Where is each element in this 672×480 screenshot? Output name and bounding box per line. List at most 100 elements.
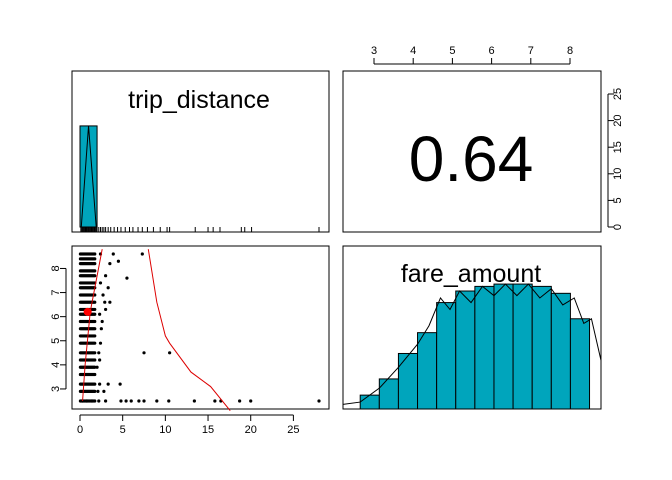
scatter-point-352 [118, 382, 122, 386]
scatter-point-336 [124, 399, 128, 403]
scatter-point-370 [108, 262, 112, 266]
loess-lines [82, 249, 231, 411]
scatter-point-345 [238, 399, 242, 403]
scatter-point-29 [93, 389, 97, 393]
scatter-point-359 [99, 327, 103, 331]
scatter-point-194 [93, 307, 97, 312]
fare-amount-bar-4 [436, 302, 457, 410]
fare-amount-bar-7 [493, 283, 514, 410]
scatter-point-364 [108, 300, 112, 304]
scatter-point-329 [93, 252, 97, 256]
y-right-label-1: 5 [612, 197, 624, 203]
scatter-point-346 [249, 399, 253, 403]
trip-distance-density [80, 125, 97, 228]
scatter-point-149 [93, 327, 97, 331]
y-right-label-0: 0 [612, 224, 624, 230]
y-left-label-3: 6 [50, 314, 62, 320]
panel-trip-distance-histogram [71, 70, 330, 233]
scatter-point-349 [102, 389, 106, 393]
scatter-point-104 [93, 351, 97, 355]
scatter-point-44 [93, 382, 97, 386]
y-right-label-2: 10 [612, 168, 624, 180]
scatter-point-342 [192, 399, 196, 403]
scatter-point-358 [98, 341, 103, 345]
scatter-point-331 [85, 399, 89, 403]
scatter-point-369 [125, 276, 129, 280]
scatter-point-269 [93, 274, 97, 278]
scatter-points [78, 252, 321, 403]
fare-amount-bars [342, 283, 602, 410]
scatter-point-299 [93, 262, 97, 266]
x-top-label-3: 6 [489, 45, 495, 57]
scatter-point-356 [142, 351, 146, 355]
fare-amount-bar-6 [474, 285, 495, 410]
scatter-point-350 [98, 382, 102, 386]
scatter-point-362 [104, 307, 108, 312]
y-axis-count-right: 0 5 10 15 20 25 [607, 88, 624, 230]
y-right-label-4: 20 [612, 114, 624, 126]
scatter-point-353 [95, 365, 99, 369]
loess-line-b [147, 249, 231, 411]
mean-point [83, 307, 92, 316]
scatter-point-339 [142, 399, 146, 403]
panel-scatter [71, 245, 330, 410]
scatter-point-347 [317, 399, 321, 403]
scatter-point-14 [93, 399, 97, 403]
fare-amount-bar-8 [512, 283, 533, 410]
scatter-point-179 [93, 312, 97, 316]
x-top-label-1: 4 [410, 45, 416, 57]
scatter-point-335 [119, 399, 123, 403]
scatter-point-365 [101, 293, 105, 297]
scatter-point-74 [93, 365, 97, 369]
fare-amount-density [342, 283, 602, 405]
x-bottom-label-4: 20 [245, 424, 257, 436]
scatter-point-366 [106, 286, 110, 290]
y-left-label-0: 3 [50, 386, 62, 392]
x-bottom-label-2: 10 [159, 424, 171, 436]
scatter-point-341 [167, 399, 171, 403]
fare-amount-bar-11 [569, 318, 591, 410]
scatter-point-361 [98, 312, 102, 316]
x-bottom-label-0: 0 [77, 424, 83, 436]
y-left-label-1: 4 [50, 362, 62, 368]
scatter-point-334 [104, 399, 108, 403]
scatter-point-343 [213, 399, 217, 403]
scatter-point-332 [90, 399, 94, 403]
scatter-point-373 [111, 252, 115, 256]
diag-label-fare-amount: fare_amount [401, 260, 541, 288]
trip-distance-bars [79, 125, 98, 228]
fare-amount-bar-2 [397, 352, 419, 410]
scatter-point-338 [137, 399, 141, 403]
x-axis-fare-amount-top: 3 4 5 6 7 8 [371, 45, 573, 65]
panel-correlation [342, 70, 602, 233]
fare-amount-bar-5 [455, 290, 476, 410]
scatter-point-209 [93, 300, 97, 304]
scatter-point-357 [168, 351, 172, 355]
x-axis-trip-distance: 0 5 10 15 20 25 [77, 414, 300, 436]
scatter-point-363 [103, 300, 107, 304]
y-left-label-5: 8 [50, 265, 62, 271]
x-top-label-0: 3 [371, 45, 377, 57]
correlation-value: 0.64 [409, 123, 534, 195]
scatter-point-355 [97, 351, 101, 355]
scatter-point-59 [93, 372, 97, 377]
scatter-point-314 [93, 257, 97, 261]
fare-amount-bar-10 [550, 292, 571, 410]
fare-amount-bar-1 [378, 378, 399, 410]
scatter-point-354 [98, 358, 102, 362]
scatter-point-134 [93, 334, 97, 338]
y-axis-fare-amount-left: 3 4 5 6 7 8 [50, 265, 67, 392]
fare-amount-bar-3 [417, 332, 438, 410]
scatter-point-340 [155, 399, 159, 403]
x-top-label-2: 5 [449, 45, 455, 57]
fare-amount-bar-0 [359, 394, 380, 410]
scatter-point-371 [116, 259, 121, 263]
scatter-point-164 [93, 319, 97, 324]
loess-line-a [82, 249, 103, 402]
scatter-point-333 [97, 399, 101, 403]
y-right-label-5: 25 [612, 88, 624, 100]
x-top-label-5: 8 [567, 45, 573, 57]
scatter-point-348 [96, 389, 100, 393]
scatter-point-368 [104, 274, 108, 278]
y-right-label-3: 15 [612, 141, 624, 153]
